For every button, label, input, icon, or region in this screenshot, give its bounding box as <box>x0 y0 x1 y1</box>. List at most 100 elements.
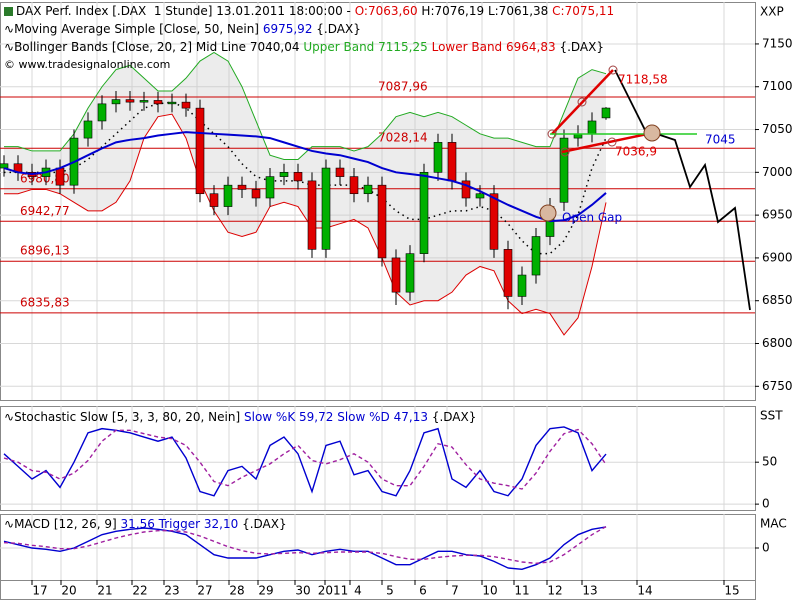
level-label: 7028,14 <box>378 131 428 145</box>
icon <box>4 7 13 16</box>
legend-name: Trigger <box>158 517 201 531</box>
annotation: Open Gap <box>562 211 622 225</box>
y-tick-label: 7000 <box>762 165 793 179</box>
legend-line: ∿Moving Average Simple [Close, 50, Nein]… <box>4 22 361 36</box>
x-tick-label: 10 <box>482 584 497 598</box>
y-tick-label: 6900 <box>762 250 793 264</box>
candle-body <box>97 103 107 122</box>
candle-body <box>293 172 303 182</box>
legend-line: ∿Stochastic Slow [5, 3, 3, 80, 20, Nein]… <box>4 410 477 424</box>
candle-body <box>55 167 65 186</box>
axis-label: SST <box>760 409 783 423</box>
candle-body <box>279 172 289 177</box>
axis-label: MAC <box>760 517 787 531</box>
candle-body <box>223 184 233 207</box>
candle-body <box>363 184 373 195</box>
header-line: DAX Perf. Index [.DAX 1 Stunde] 13.01.20… <box>4 4 614 18</box>
legend-name: Bollinger Bands [Close, 20, 2] <box>14 40 193 54</box>
legend-name: Lower Band <box>431 40 503 54</box>
candle-body <box>349 176 359 195</box>
band-fill <box>4 52 606 335</box>
candle-body <box>153 100 163 105</box>
title: DAX Perf. Index [.DAX 1 Stunde] 13.01.20… <box>16 4 351 18</box>
x-tick-label: 21 <box>97 584 112 598</box>
annotation: 7045 <box>705 133 736 147</box>
y-tick-label: 0 <box>762 497 770 511</box>
candle-body <box>377 184 387 259</box>
credit: © www.tradesignalonline.com <box>4 58 171 71</box>
x-tick-label: 28 <box>229 584 244 598</box>
candle-body <box>601 107 611 119</box>
annotation: 7036,9 <box>615 145 657 159</box>
level-label: 6835,83 <box>20 295 70 309</box>
y-tick-label: 50 <box>762 455 777 469</box>
candle-body <box>335 167 345 177</box>
x-tick-label: 12 <box>547 584 562 598</box>
mid-line <box>4 101 607 255</box>
legend-name: Mid Line <box>195 40 247 54</box>
candle-body <box>167 101 177 105</box>
candle-body <box>321 167 331 250</box>
y-tick-label: 6800 <box>762 336 793 350</box>
candle-body <box>195 107 205 195</box>
legend-value: 31,56 <box>120 517 155 531</box>
y-tick-label: 7150 <box>762 36 793 50</box>
x-tick-label: 15 <box>724 584 739 598</box>
source: {.DAX} <box>431 410 477 424</box>
candle-body <box>307 180 317 250</box>
series-line <box>3 526 607 571</box>
legend-name: Stochastic Slow [5, 3, 3, 80, 20, Nein] <box>14 410 241 424</box>
source: {.DAX} <box>316 22 361 36</box>
trend-line <box>561 131 653 154</box>
low-label: L:7061,38 <box>487 4 549 18</box>
candle-body <box>83 120 93 139</box>
level-label: 7087,96 <box>378 80 428 94</box>
series-line <box>3 428 607 490</box>
candle-body <box>251 189 261 199</box>
x-tick-label: 11 <box>514 584 529 598</box>
point <box>547 129 557 139</box>
legend-line: ∿Bollinger Bands [Close, 20, 2] Mid Line… <box>4 40 604 54</box>
candle-body <box>559 137 569 203</box>
candle-body <box>111 99 121 105</box>
x-tick-label: 14 <box>637 584 652 598</box>
x-tick-label: 30 <box>295 584 310 598</box>
y-tick-label: 7050 <box>762 122 793 136</box>
axis-label: XXP <box>760 5 784 19</box>
panel <box>0 406 756 511</box>
candle-body <box>489 193 499 250</box>
point <box>608 65 618 75</box>
trend-line <box>551 69 614 135</box>
x-tick-label: 7 <box>451 584 459 598</box>
legend-value: 32,10 <box>203 517 239 531</box>
candle-body <box>209 193 219 207</box>
point <box>607 137 617 147</box>
series-line <box>3 426 607 497</box>
series-line <box>3 131 607 223</box>
source: {.DAX} <box>559 40 604 54</box>
legend-name: Slow %D <box>337 410 390 424</box>
marker <box>643 124 661 142</box>
candle-body <box>517 274 527 297</box>
candle-body <box>475 193 485 199</box>
level-label: 6896,13 <box>20 244 70 258</box>
x-tick-label: 22 <box>132 584 147 598</box>
x-tick-label: 5 <box>386 584 394 598</box>
high-label: H:7076,19 <box>421 4 485 18</box>
level-label: 6942,77 <box>20 204 70 218</box>
x-tick-label: 2011 <box>318 584 349 598</box>
band-line <box>4 51 607 160</box>
close-label: C:7075,11 <box>552 4 615 18</box>
source: {.DAX} <box>242 517 287 531</box>
legend-name: Slow %K <box>244 410 296 424</box>
point <box>560 147 570 157</box>
candle-body <box>0 163 9 169</box>
x-tick-label: 27 <box>197 584 212 598</box>
legend-value: 59,72 <box>299 410 334 424</box>
point <box>577 97 587 107</box>
x-tick-label: 13 <box>582 584 597 598</box>
legend-value: 7115,25 <box>378 40 428 54</box>
